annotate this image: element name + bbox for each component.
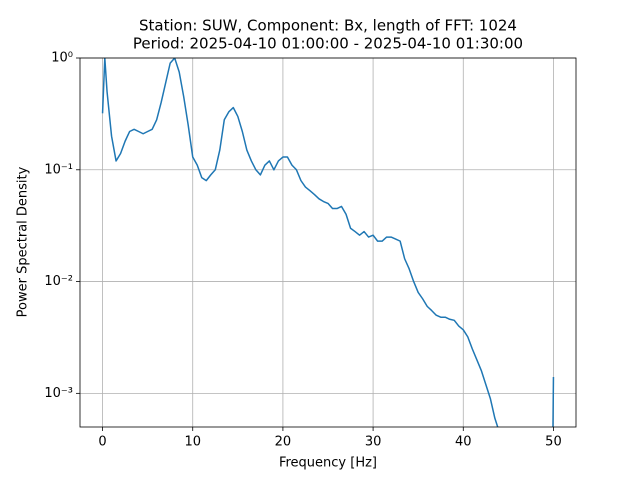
y-axis-label: Power Spectral Density — [16, 166, 31, 317]
x-tick-label: 30 — [365, 435, 382, 450]
axes-frame — [79, 57, 577, 428]
x-tick-label: 40 — [455, 435, 472, 450]
x-tick-label: 50 — [545, 435, 562, 450]
y-tick-label: 10⁻¹ — [44, 162, 73, 177]
plot-area — [101, 58, 555, 427]
x-axis-label: Frequency [Hz] — [279, 456, 377, 471]
tick-layer: 0 10 20 30 40 50 10⁻³ 10⁻² 10⁻¹ 10⁰ — [44, 51, 561, 450]
y-tick-label: 10⁻³ — [44, 386, 73, 401]
y-tick-label: 10⁻² — [44, 274, 73, 289]
x-tick-label: 10 — [184, 435, 201, 450]
x-tick-label: 0 — [98, 435, 106, 450]
data-line — [101, 58, 555, 427]
chart-title: Period: 2025-04-10 01:00:00 - 2025-04-10… — [133, 35, 523, 53]
x-tick-label: 20 — [275, 435, 292, 450]
y-tick-label: 10⁰ — [51, 51, 73, 66]
chart-title: Station: SUW, Component: Bx, length of F… — [139, 17, 517, 35]
